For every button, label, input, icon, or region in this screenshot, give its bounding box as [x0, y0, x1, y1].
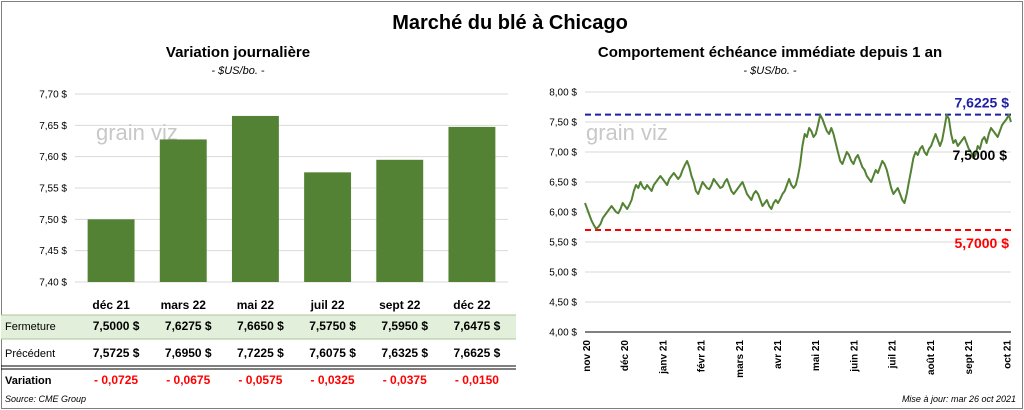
- source-note: Source: CME Group: [5, 394, 87, 404]
- precedent-cell: 7,6075 $: [309, 346, 356, 360]
- x-tick-label: juin 21: [849, 340, 860, 373]
- precedent-cell: 7,7225 $: [237, 346, 284, 360]
- y-tick-label: 7,50 $: [39, 215, 67, 226]
- y-tick-label: 7,40 $: [39, 278, 67, 289]
- x-tick-label: mai 21: [811, 340, 822, 372]
- precedent-cell: 7,5725 $: [93, 346, 140, 360]
- bar: [159, 139, 207, 282]
- bar: [231, 115, 279, 282]
- x-tick-label: oct 21: [1002, 340, 1013, 369]
- bar: [304, 172, 352, 282]
- fermeture-cell: 7,6275 $: [165, 319, 212, 333]
- last-value-label: 7,5000 $: [953, 147, 1008, 163]
- precedent-cell: 7,6950 $: [165, 346, 212, 360]
- category-label: mars 22: [161, 298, 207, 312]
- y-tick-label: 5,00 $: [549, 268, 577, 279]
- y-tick-label: 8,00 $: [549, 88, 577, 99]
- right-chart-title: Comportement échéance immédiate depuis 1…: [597, 44, 943, 61]
- table-row-label: Variation: [5, 375, 52, 387]
- fermeture-cell: 7,5000 $: [93, 319, 140, 333]
- table-row-label: Fermeture: [5, 321, 56, 333]
- variation-cell: - 0,0375: [383, 373, 427, 387]
- right-chart-unit: - $US/bo. -: [743, 65, 797, 77]
- y-tick-label: 7,00 $: [549, 148, 577, 159]
- left-chart-title: Variation journalière: [165, 44, 311, 61]
- fermeture-cell: 7,6650 $: [237, 319, 284, 333]
- y-tick-label: 6,00 $: [549, 208, 577, 219]
- x-tick-label: déc 20: [620, 340, 631, 372]
- table-row-label: Précédent: [5, 348, 55, 360]
- category-label: déc 21: [92, 298, 130, 312]
- category-label: déc 22: [453, 298, 491, 312]
- x-tick-label: janv 21: [658, 340, 669, 375]
- y-tick-label: 7,60 $: [39, 152, 67, 163]
- precedent-cell: 7,6625 $: [454, 346, 501, 360]
- x-tick-label: août 21: [926, 340, 937, 375]
- upper-reference-label: 7,6225 $: [955, 95, 1010, 111]
- y-tick-label: 4,00 $: [549, 328, 577, 339]
- y-tick-label: 7,45 $: [39, 246, 67, 257]
- fermeture-cell: 7,5950 $: [381, 319, 428, 333]
- bar: [376, 159, 424, 282]
- y-tick-label: 7,50 $: [549, 118, 577, 129]
- y-tick-label: 5,50 $: [549, 238, 577, 249]
- y-tick-label: 7,65 $: [39, 121, 67, 132]
- x-tick-label: sept 21: [964, 340, 975, 375]
- update-note: Mise à jour: mar 26 oct 2021: [901, 394, 1016, 404]
- price-series-line: [584, 113, 1012, 230]
- bar: [448, 126, 496, 283]
- variation-cell: - 0,0575: [238, 373, 282, 387]
- y-tick-label: 7,70 $: [39, 90, 67, 101]
- grainviz-watermark: grain viz: [586, 120, 668, 145]
- x-tick-label: nov 20: [582, 340, 593, 372]
- x-tick-label: févr 21: [697, 340, 708, 373]
- fermeture-cell: 7,6475 $: [454, 319, 501, 333]
- y-tick-label: 4,50 $: [549, 298, 577, 309]
- bar-chart: 7,40 $ 7,45 $ 7,50 $ 7,55 $ 7,60 $ 7,65 $ 7,70…: [1, 90, 516, 387]
- fermeture-cell: 7,5750 $: [309, 319, 356, 333]
- y-tick-label: 7,55 $: [39, 184, 67, 195]
- variation-cell: - 0,0725: [94, 373, 138, 387]
- x-tick-label: mars 21: [735, 340, 746, 378]
- category-label: juil 22: [310, 298, 345, 312]
- fermeture-row-highlight: [1, 315, 516, 339]
- precedent-cell: 7,6325 $: [381, 346, 428, 360]
- bar: [87, 219, 135, 282]
- x-tick-label: juil 21: [888, 340, 899, 370]
- variation-cell: - 0,0675: [166, 373, 210, 387]
- lower-reference-label: 5,7000 $: [955, 235, 1010, 251]
- variation-cell: - 0,0150: [455, 373, 499, 387]
- category-label: mai 22: [237, 298, 275, 312]
- left-chart-unit: - $US/bo. -: [211, 65, 265, 77]
- page-title: Marché du blé à Chicago: [392, 12, 628, 34]
- y-tick-label: 6,50 $: [549, 178, 577, 189]
- variation-cell: - 0,0325: [311, 373, 355, 387]
- category-label: sept 22: [379, 298, 421, 312]
- x-tick-label: avr 21: [773, 340, 784, 369]
